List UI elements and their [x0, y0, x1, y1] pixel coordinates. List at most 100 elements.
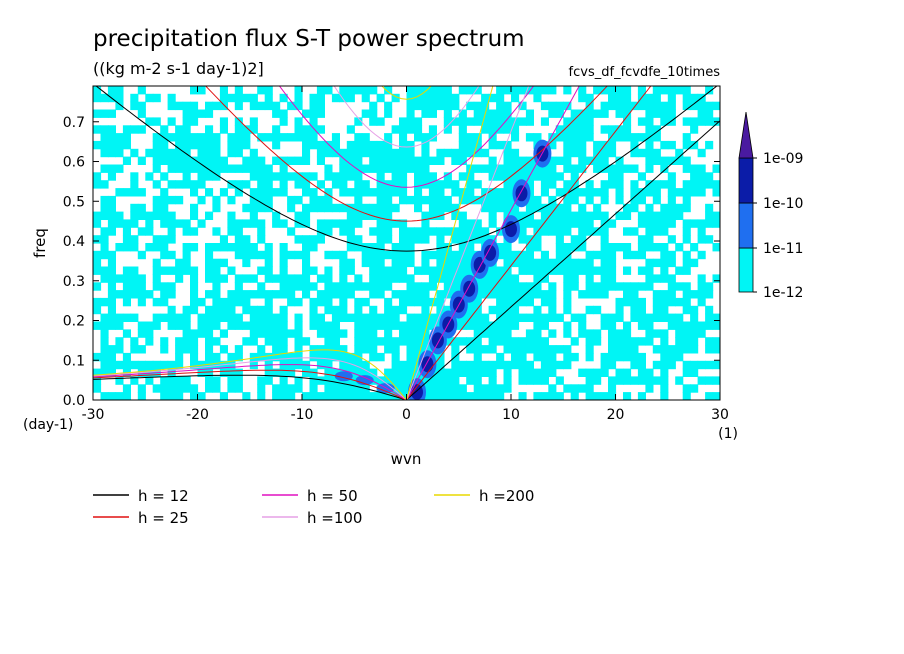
contour-cell — [540, 290, 549, 299]
contour-cell — [436, 258, 445, 268]
contour-cell — [316, 227, 325, 236]
contour-cell — [309, 384, 318, 393]
contour-cell — [421, 337, 430, 346]
contour-cell — [667, 93, 676, 103]
contour-cell — [503, 164, 512, 173]
contour-cell — [525, 219, 534, 228]
contour-cell — [660, 219, 669, 228]
contour-cell — [309, 117, 318, 126]
contour-cell — [376, 266, 385, 275]
contour-cell — [107, 227, 116, 236]
contour-cell — [496, 321, 505, 330]
contour-cell — [570, 133, 579, 142]
contour-cell — [443, 368, 452, 377]
contour-cell — [272, 101, 281, 111]
contour-cell — [548, 219, 557, 228]
contour-cell — [421, 313, 430, 322]
contour-cell — [205, 305, 214, 315]
contour-cell — [122, 125, 131, 134]
contour-cell — [548, 360, 557, 370]
contour-cell — [212, 203, 221, 213]
contour-cell — [242, 125, 251, 134]
contour-cell — [473, 133, 482, 142]
contour-cell — [563, 305, 572, 315]
contour-cell — [167, 227, 176, 236]
contour-cell — [242, 297, 251, 307]
contour-cell — [115, 219, 124, 228]
contour-cell — [503, 156, 512, 165]
contour-cell — [160, 345, 169, 354]
contour-cell — [152, 235, 161, 244]
contour-cell — [339, 266, 348, 275]
contour-cell — [137, 156, 146, 165]
contour-cell — [107, 360, 116, 370]
contour-cell — [488, 235, 497, 244]
contour-cell — [331, 352, 340, 362]
contour-cell — [503, 376, 512, 385]
contour-cell — [645, 180, 654, 189]
contour-cell — [652, 211, 661, 220]
contour-cell — [458, 86, 467, 95]
contour-cell — [645, 243, 654, 252]
contour-cell — [518, 392, 527, 400]
contour-cell — [302, 337, 311, 346]
contour-cell — [242, 164, 251, 173]
contour-cell — [100, 274, 109, 283]
contour-cell — [197, 86, 206, 95]
contour-cell — [540, 172, 549, 181]
contour-cell — [414, 133, 423, 142]
contour-cell — [175, 148, 184, 158]
contour-cell — [294, 219, 303, 228]
contour-cell — [376, 290, 385, 299]
contour-cell — [272, 109, 281, 118]
contour-cell — [593, 376, 602, 385]
contour-cell — [548, 211, 557, 220]
contour-cell — [428, 156, 437, 165]
contour-cell — [533, 93, 542, 103]
contour-cell — [428, 392, 437, 400]
contour-cell — [175, 133, 184, 142]
contour-cell — [563, 133, 572, 142]
contour-cell — [369, 258, 378, 268]
contour-cell — [600, 188, 609, 197]
contour-cell — [316, 352, 325, 362]
contour-cell — [481, 227, 490, 236]
contour-cell — [242, 235, 251, 244]
contour-cell — [675, 321, 684, 330]
contour-cell — [316, 376, 325, 385]
contour-cell — [615, 195, 624, 205]
contour-cell — [481, 125, 490, 134]
contour-cell — [667, 195, 676, 205]
contour-cell — [100, 297, 109, 307]
contour-cell — [570, 313, 579, 322]
contour-cell — [451, 392, 460, 400]
contour-cell — [451, 250, 460, 260]
contour-cell — [212, 360, 221, 370]
contour-cell — [488, 274, 497, 283]
contour-cell — [376, 376, 385, 385]
contour-cell — [190, 164, 199, 173]
contour-cell — [122, 266, 131, 275]
contour-cell — [160, 235, 169, 244]
contour-cell — [354, 297, 363, 307]
contour-cell — [458, 109, 467, 118]
contour-cell — [354, 211, 363, 220]
contour-cell — [563, 243, 572, 252]
dispersion-curve — [93, 374, 407, 400]
contour-cell — [324, 290, 333, 299]
contour-cell — [160, 156, 169, 165]
contour-cell — [175, 125, 184, 134]
contour-cell — [152, 321, 161, 330]
contour-cell — [339, 188, 348, 197]
contour-cell — [496, 297, 505, 307]
contour-cell — [361, 133, 370, 142]
contour-cell — [93, 180, 102, 189]
contour-cell — [145, 337, 154, 346]
contour-cell — [93, 368, 102, 377]
contour-cell — [652, 313, 661, 322]
contour-cell — [145, 172, 154, 181]
contour-cell — [608, 133, 617, 142]
contour-cell — [309, 297, 318, 307]
contour-cell — [130, 243, 139, 252]
contour-cell — [182, 101, 191, 111]
